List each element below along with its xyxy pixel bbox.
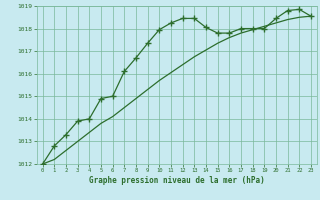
X-axis label: Graphe pression niveau de la mer (hPa): Graphe pression niveau de la mer (hPa) [89,176,265,185]
